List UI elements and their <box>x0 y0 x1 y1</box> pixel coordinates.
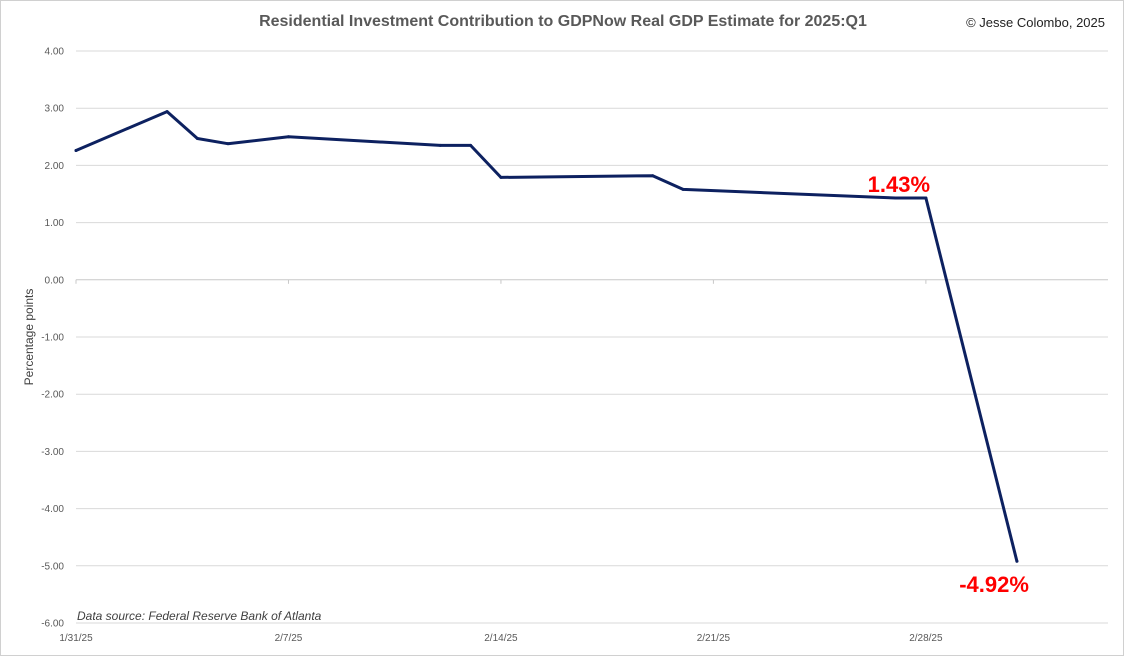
data-point <box>469 143 473 147</box>
data-point <box>681 187 685 191</box>
data-point <box>499 175 503 179</box>
x-tick-label: 2/21/25 <box>697 633 731 644</box>
chart-title: Residential Investment Contribution to G… <box>259 13 867 30</box>
value-annotation: -4.92% <box>959 572 1029 597</box>
copyright-text: © Jesse Colombo, 2025 <box>966 15 1105 30</box>
data-point <box>165 110 169 114</box>
data-point <box>195 137 199 141</box>
data-point <box>924 196 928 200</box>
data-point <box>286 135 290 139</box>
data-point <box>74 149 78 153</box>
y-tick-label: 1.00 <box>45 218 65 229</box>
x-tick-label: 1/31/25 <box>59 633 93 644</box>
data-source-note: Data source: Federal Reserve Bank of Atl… <box>77 609 322 623</box>
data-point <box>651 174 655 178</box>
x-tick-label: 2/14/25 <box>484 633 518 644</box>
y-tick-label: -4.00 <box>41 504 64 515</box>
y-tick-label: -2.00 <box>41 390 64 401</box>
y-tick-label: -1.00 <box>41 333 64 344</box>
y-tick-label: 4.00 <box>45 47 65 58</box>
y-tick-label: 0.00 <box>45 275 65 286</box>
x-tick-label: 2/28/25 <box>909 633 943 644</box>
y-axis-label: Percentage points <box>22 289 36 386</box>
data-point <box>438 143 442 147</box>
value-annotation: 1.43% <box>868 172 930 197</box>
y-tick-label: -6.00 <box>41 619 64 630</box>
data-point <box>226 142 230 146</box>
y-tick-label: -5.00 <box>41 561 64 572</box>
x-tick-label: 2/7/25 <box>275 633 303 644</box>
y-tick-label: 3.00 <box>45 104 65 115</box>
y-tick-label: 2.00 <box>45 161 65 172</box>
y-tick-label: -3.00 <box>41 447 64 458</box>
data-point <box>894 196 898 200</box>
data-point <box>1015 559 1019 563</box>
